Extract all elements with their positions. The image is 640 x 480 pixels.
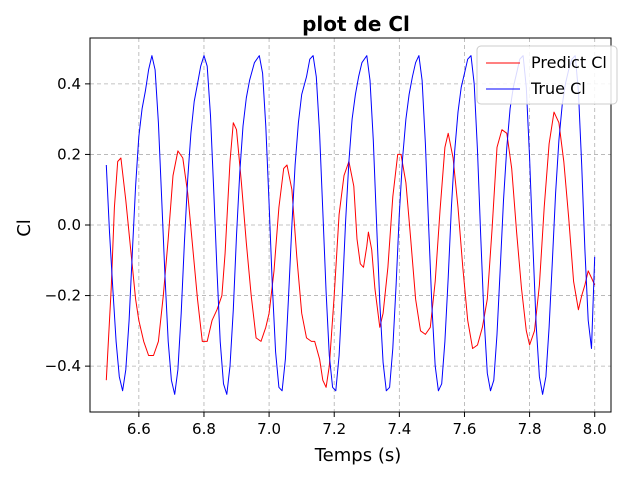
- legend-label-predict-cl: Predict Cl: [531, 53, 607, 72]
- y-tick-label: 0.4: [57, 75, 81, 93]
- x-tick-label: 7.2: [322, 420, 346, 438]
- y-tick-label: 0.0: [57, 216, 81, 234]
- x-tick-label: 7.4: [387, 420, 411, 438]
- x-axis-label: Temps (s): [314, 445, 402, 466]
- x-tick-label: 7.0: [257, 420, 281, 438]
- y-tick-label: 0.2: [57, 145, 81, 163]
- chart-title: plot de Cl: [302, 12, 410, 36]
- legend-label-true-cl: True Cl: [530, 79, 586, 98]
- x-tick-label: 6.8: [192, 420, 216, 438]
- legend: Predict Cl True Cl: [476, 45, 618, 105]
- y-tick-label: −0.2: [45, 287, 81, 305]
- series-line-predict-cl: [105, 111, 596, 388]
- y-tick-label: −0.4: [45, 357, 81, 375]
- x-tick-label: 7.6: [453, 420, 477, 438]
- y-axis-label: Cl: [14, 219, 35, 237]
- ticks: 6.6 6.8 7.0 7.2 7.4 7.6 7.8 8.0 −0.4 −0.2 0.0 0.2 0.…: [45, 75, 607, 438]
- grid: [90, 38, 611, 412]
- x-tick-label: 7.8: [518, 420, 542, 438]
- x-tick-label: 8.0: [583, 420, 607, 438]
- x-tick-label: 6.6: [127, 420, 151, 438]
